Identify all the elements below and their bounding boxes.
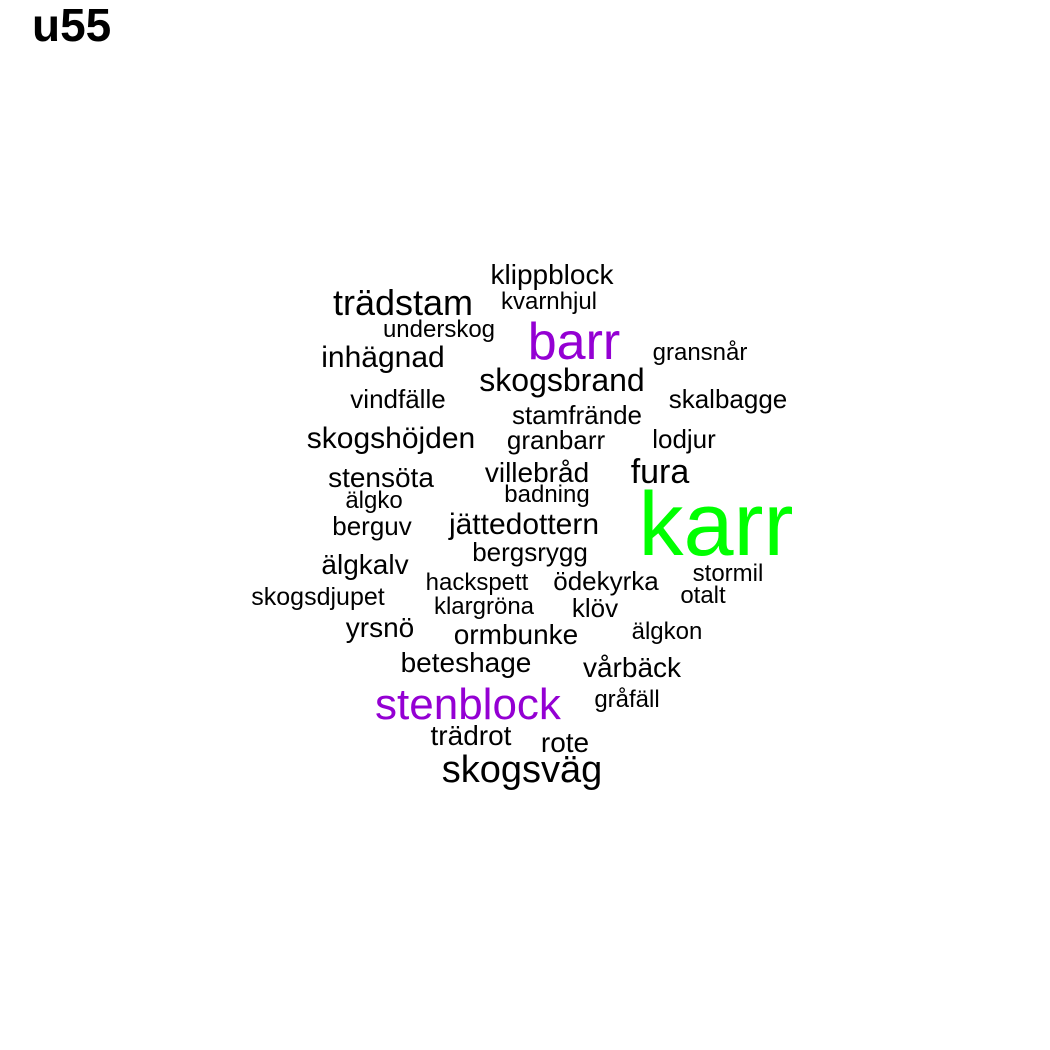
word-26: berguv: [332, 511, 412, 541]
word-1: barr: [528, 313, 620, 371]
word-22: granbarr: [507, 425, 606, 455]
word-29: ödekyrka: [553, 566, 659, 596]
word-3: skogsväg: [442, 749, 603, 791]
word-24: skalbagge: [669, 384, 788, 414]
word-20: bergsrygg: [472, 537, 588, 567]
word-13: älgkalv: [321, 549, 408, 580]
word-4: trädstam: [333, 282, 473, 323]
word-27: skogsdjupet: [251, 583, 384, 611]
word-7: jättedottern: [448, 508, 599, 541]
word-25: stamfrände: [512, 400, 642, 430]
word-6: skogshöjden: [307, 422, 475, 455]
word-30: klöv: [572, 593, 618, 623]
word-39: älgkon: [632, 618, 703, 645]
word-35: älgko: [345, 487, 402, 514]
word-10: klippblock: [491, 259, 615, 290]
word-15: beteshage: [401, 647, 532, 678]
word-17: rote: [541, 727, 589, 758]
word-18: vårbäck: [583, 652, 682, 683]
word-21: lodjur: [652, 424, 716, 454]
word-0: karr: [639, 475, 794, 575]
chart-title: u55: [32, 0, 112, 51]
word-9: fura: [631, 453, 690, 491]
word-36: stormil: [693, 560, 764, 587]
word-8: inhägnad: [321, 341, 444, 374]
word-2: stenblock: [375, 680, 562, 729]
word-40: gråfäll: [594, 686, 659, 713]
word-34: badning: [504, 481, 589, 508]
word-11: villebråd: [485, 457, 589, 488]
word-5: skogsbrand: [479, 362, 644, 398]
word-37: otalt: [680, 582, 726, 609]
word-23: vindfälle: [350, 384, 445, 414]
word-16: trädrot: [431, 720, 512, 751]
word-28: hackspett: [426, 569, 529, 596]
word-14: ormbunke: [454, 619, 579, 650]
word-33: gransnår: [653, 339, 748, 366]
word-12: stensöta: [328, 462, 434, 493]
word-19: yrsnö: [346, 612, 414, 643]
word-32: kvarnhjul: [501, 288, 597, 315]
word-38: klargröna: [434, 593, 535, 620]
word-31: underskog: [383, 316, 495, 343]
